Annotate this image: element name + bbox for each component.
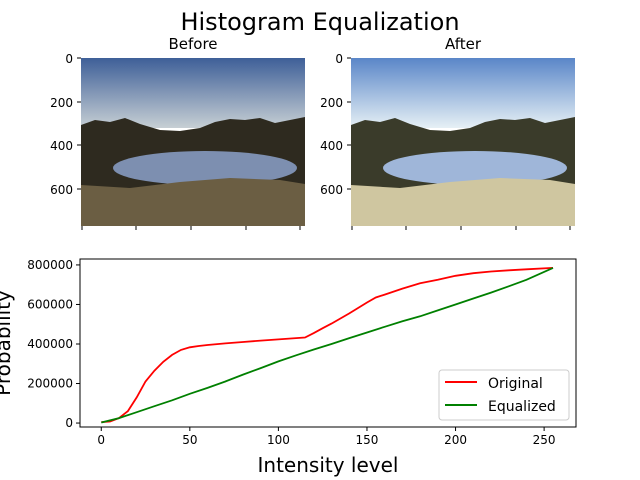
x-tick-label: 250: [533, 433, 556, 447]
after-image-title: After: [445, 35, 482, 53]
cdf-chart: 0 50 100 150 200 250 0 200000 400000 600000 80000…: [0, 258, 577, 477]
before-image-title: Before: [168, 35, 217, 53]
y-axis: 0 200000 400000 600000 800000: [27, 258, 80, 430]
x-tick-label: 200: [444, 433, 467, 447]
y-tick-label: 400000: [27, 337, 73, 351]
x-axis-label: Intensity level: [258, 453, 399, 477]
before-ytick-label: 600: [50, 183, 73, 197]
before-image-yaxis: 0 200 400 600: [50, 52, 301, 230]
chart-series: [101, 267, 554, 424]
y-tick-label: 800000: [27, 258, 73, 272]
figure-title: Histogram Equalization: [180, 8, 459, 36]
after-image: [351, 58, 575, 226]
after-image-yaxis: 0 200 400 600: [320, 52, 571, 230]
x-axis: 0 50 100 150 200 250: [97, 427, 556, 447]
series-line-equalized: [101, 267, 554, 424]
after-image-panel: After 0 200 400 600: [320, 35, 575, 230]
x-tick-label: 50: [182, 433, 197, 447]
after-ytick-label: 0: [335, 52, 343, 66]
before-image: [81, 58, 305, 226]
legend-label-original: Original: [488, 376, 543, 392]
y-tick-label: 600000: [27, 297, 73, 311]
y-tick-label: 200000: [27, 377, 73, 391]
legend-label-equalized: Equalized: [488, 399, 556, 415]
y-axis-label: Probability: [0, 290, 15, 396]
before-ytick-label: 400: [50, 139, 73, 153]
after-ytick-label: 600: [320, 183, 343, 197]
x-tick-label: 100: [267, 433, 290, 447]
before-ytick-label: 0: [65, 52, 73, 66]
after-ytick-label: 200: [320, 96, 343, 110]
y-tick-label: 0: [65, 416, 73, 430]
series-line-original: [101, 267, 554, 423]
legend: Original Equalized: [438, 369, 570, 421]
after-ytick-label: 400: [320, 139, 343, 153]
before-ytick-label: 200: [50, 96, 73, 110]
x-tick-label: 0: [97, 433, 105, 447]
before-image-panel: Before 0 200 400 600: [50, 35, 305, 230]
x-tick-label: 150: [356, 433, 379, 447]
